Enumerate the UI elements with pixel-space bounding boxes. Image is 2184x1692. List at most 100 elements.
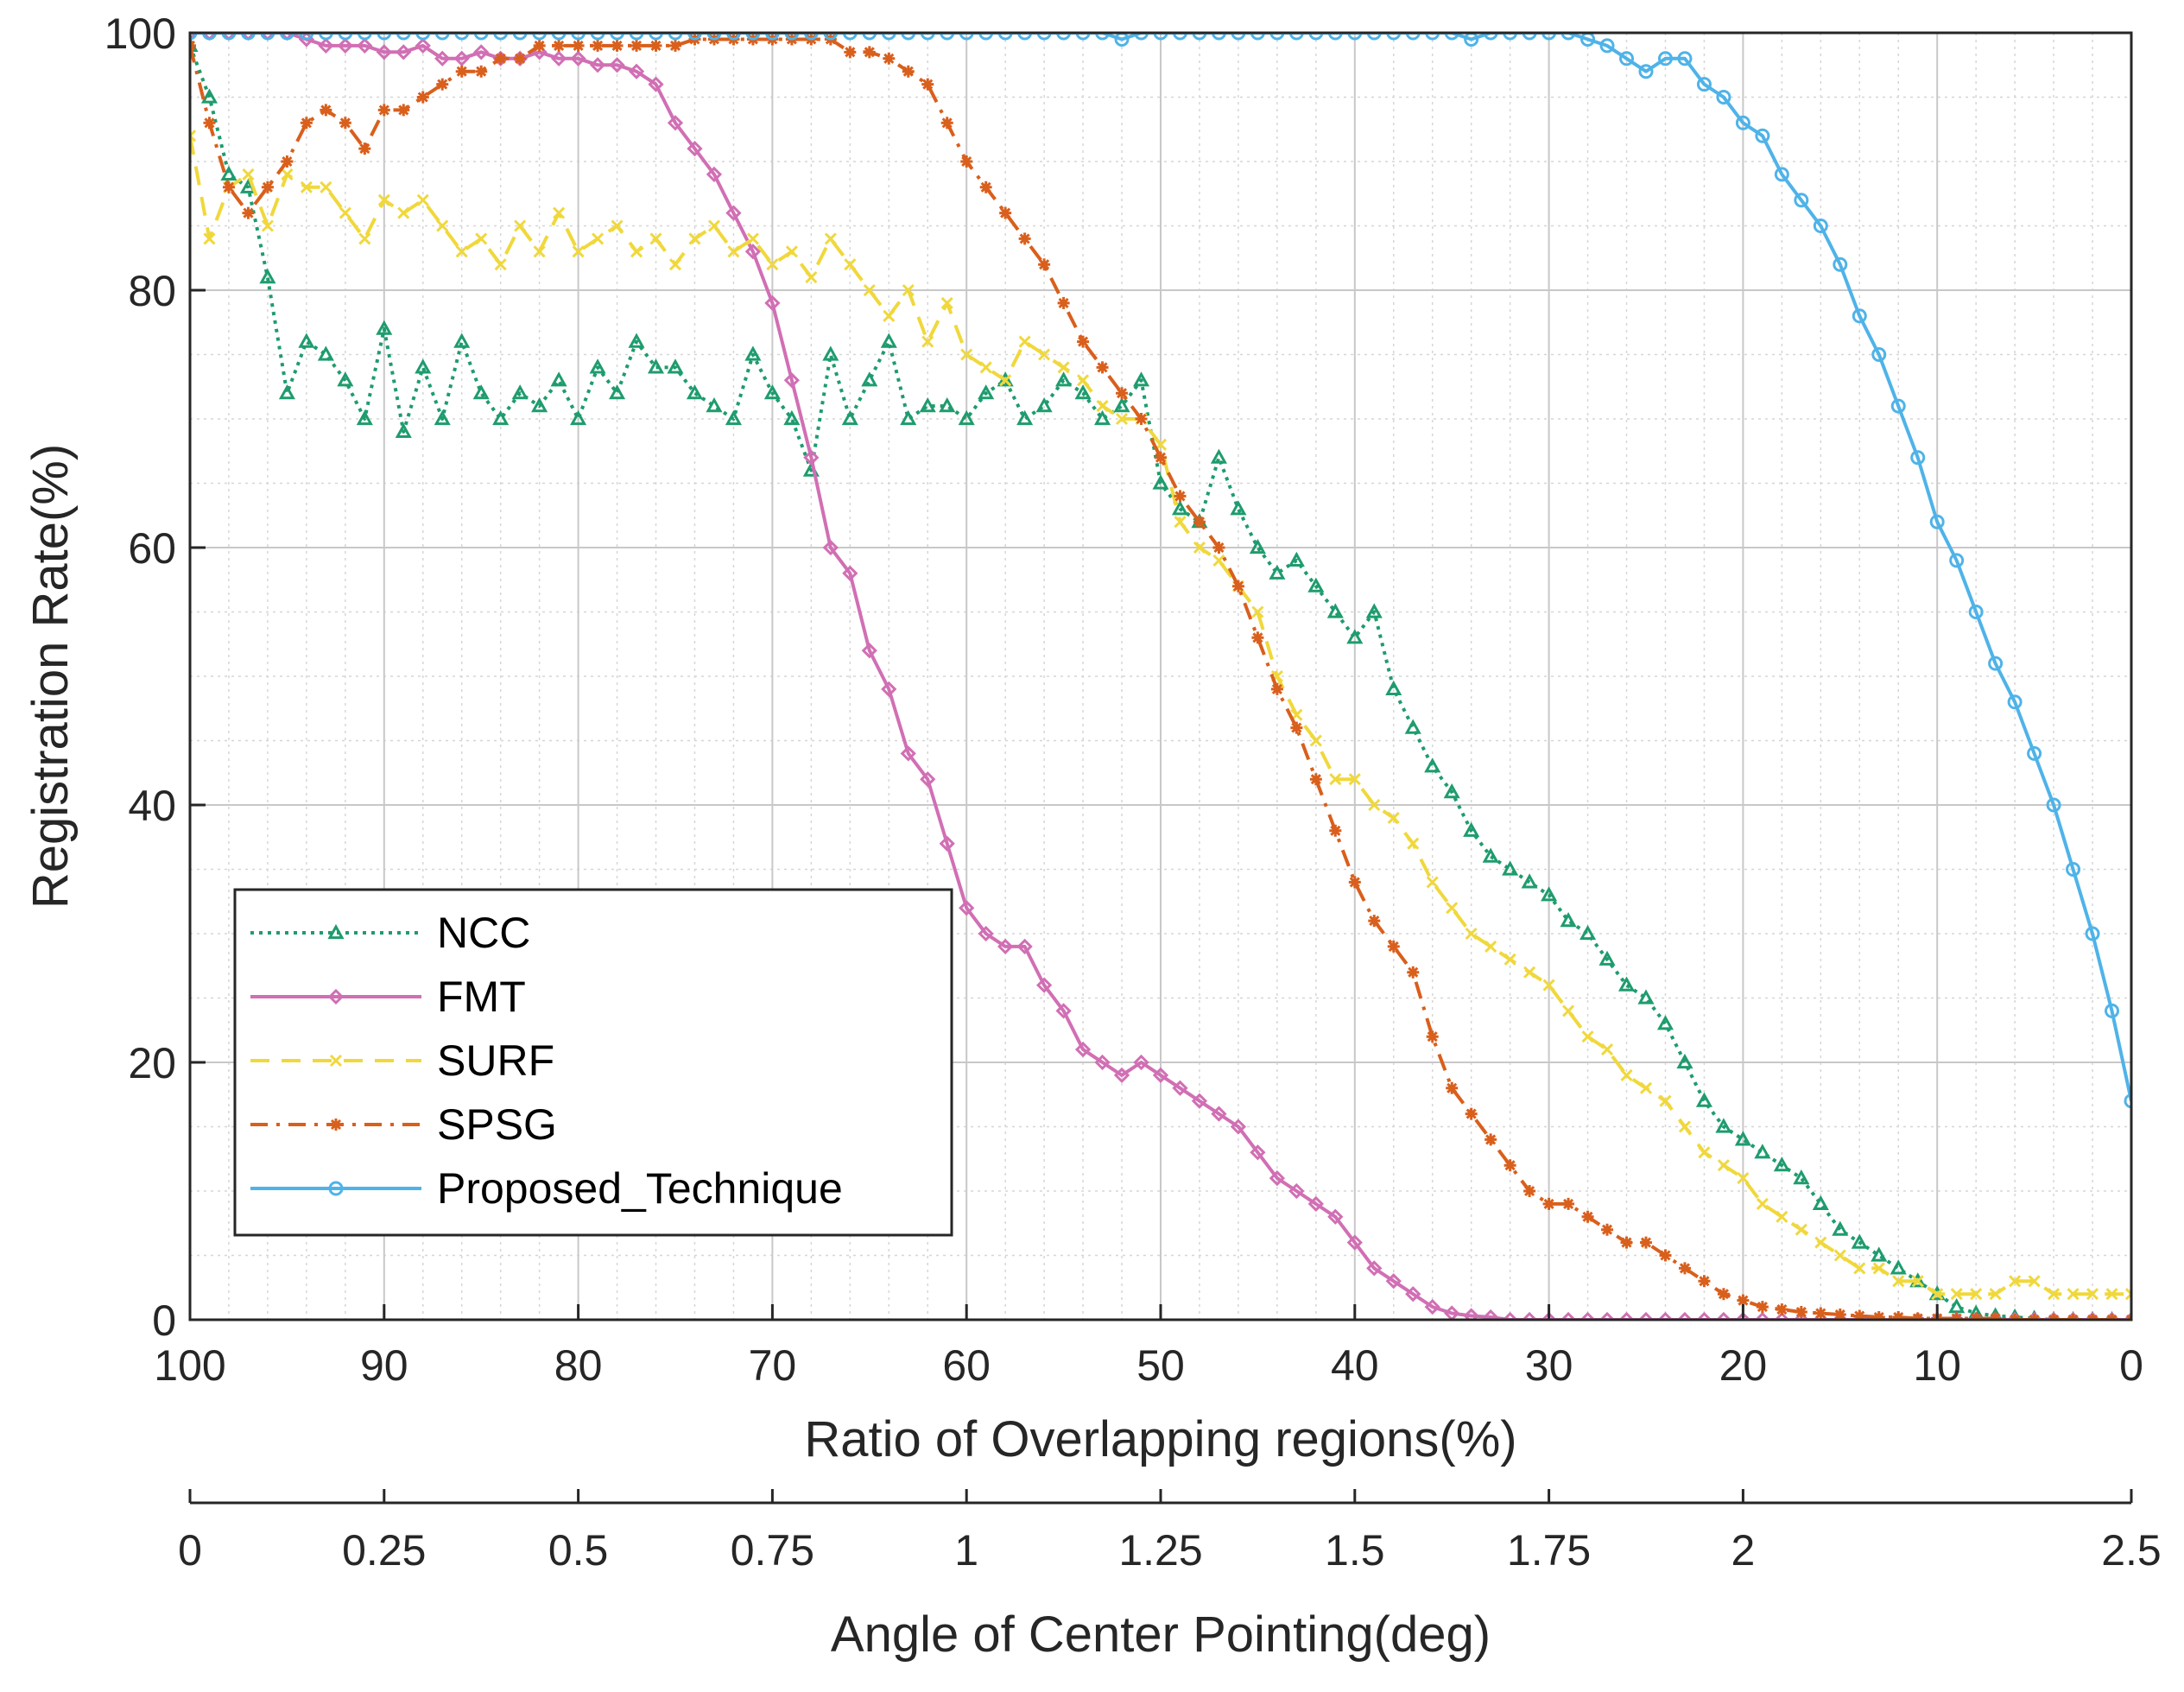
data-point-proposed-technique	[377, 33, 392, 41]
data-point-fmt	[2006, 1311, 2023, 1320]
data-point-ncc	[395, 422, 412, 438]
data-point-proposed-technique	[649, 33, 664, 41]
data-point-surf	[1523, 966, 1536, 979]
data-point-surf	[902, 283, 915, 297]
data-point-ncc	[1482, 847, 1499, 863]
data-point-ncc	[1560, 912, 1577, 928]
data-point-proposed-technique	[493, 33, 509, 41]
data-point-spsg	[1407, 966, 1420, 979]
data-point-proposed-technique	[978, 33, 994, 41]
data-point-surf	[1212, 554, 1225, 567]
data-point-ncc	[1579, 924, 1597, 941]
data-point-ncc	[1288, 551, 1305, 567]
x-tick-label: 80	[554, 1341, 603, 1390]
data-point-proposed-technique	[1366, 33, 1382, 41]
data-point-surf	[533, 245, 546, 258]
data-point-proposed-technique	[1774, 167, 1789, 182]
data-point-spsg	[1795, 1306, 1807, 1319]
data-point-surf	[1426, 876, 1439, 889]
legend-label-proposed-technique: Proposed_Technique	[437, 1164, 843, 1213]
data-point-fmt	[920, 771, 936, 788]
data-point-fmt	[822, 539, 839, 556]
data-point-ncc	[356, 409, 373, 426]
data-point-spsg	[1581, 1210, 1594, 1223]
secondary-x-tick-label: 0.5	[548, 1526, 609, 1575]
data-point-spsg	[844, 46, 857, 59]
data-point-proposed-technique	[2085, 926, 2100, 941]
data-point-surf	[1833, 1249, 1846, 1262]
data-point-fmt	[648, 76, 664, 92]
data-point-spsg	[1446, 1081, 1459, 1094]
data-point-surf	[2048, 1288, 2061, 1301]
series-line-ncc	[190, 45, 2131, 1320]
data-point-proposed-technique	[1619, 51, 1635, 67]
data-point-fmt	[318, 37, 334, 54]
data-point-fmt	[861, 643, 877, 659]
data-point-proposed-technique	[2066, 862, 2081, 877]
data-point-spsg	[960, 155, 973, 168]
secondary-x-tick-label: 1.25	[1118, 1526, 1202, 1575]
data-point-proposed-technique	[1269, 33, 1285, 41]
data-point-fmt	[2065, 1311, 2081, 1320]
series-ncc	[190, 36, 2131, 1320]
data-point-surf	[766, 258, 779, 271]
data-point-fmt	[881, 681, 897, 698]
data-point-fmt	[1483, 1309, 1499, 1320]
data-point-surf	[1872, 1262, 1885, 1275]
data-point-surf	[960, 348, 973, 361]
data-point-surf	[1989, 1288, 2002, 1301]
data-point-ncc	[1443, 783, 1460, 799]
data-point-spsg	[649, 39, 662, 52]
data-point-proposed-technique	[299, 33, 314, 41]
data-point-spsg	[203, 117, 216, 130]
data-point-ncc	[978, 384, 995, 400]
data-point-ncc	[919, 397, 936, 413]
data-point-surf	[1038, 348, 1051, 361]
data-point-ncc	[1695, 1092, 1712, 1107]
data-point-fmt	[1598, 1311, 1616, 1320]
data-point-proposed-technique	[1250, 33, 1265, 41]
data-point-ncc	[1055, 371, 1073, 387]
data-point-ncc	[647, 358, 665, 374]
data-point-spsg	[611, 39, 624, 52]
data-point-spsg	[1309, 773, 1322, 786]
data-point-surf	[203, 232, 216, 245]
data-point-spsg	[669, 39, 681, 52]
data-point-fmt	[1269, 1169, 1286, 1187]
x-tick-label: 0	[2119, 1341, 2143, 1390]
data-point-spsg	[1212, 542, 1225, 554]
data-point-ncc	[1132, 371, 1150, 387]
data-point-surf	[1639, 1081, 1653, 1094]
data-point-fmt	[1307, 1195, 1324, 1213]
data-point-fmt	[1250, 1144, 1266, 1161]
data-point-ncc	[1948, 1298, 1966, 1314]
data-point-ncc	[1171, 500, 1189, 516]
data-point-surf	[1853, 1262, 1866, 1275]
data-point-proposed-technique	[2046, 797, 2061, 813]
data-point-fmt	[1463, 1308, 1479, 1320]
data-point-surf	[514, 219, 527, 232]
data-point-spsg	[1057, 296, 1070, 309]
data-point-proposed-technique	[959, 33, 974, 41]
data-point-spsg	[533, 39, 546, 52]
data-point-fmt	[1172, 1080, 1188, 1096]
data-point-fmt	[1696, 1311, 1712, 1320]
data-point-ncc	[1230, 500, 1247, 516]
data-point-surf	[1115, 412, 1129, 426]
data-point-surf	[1096, 400, 1109, 413]
data-point-fmt	[783, 372, 801, 389]
data-point-spsg	[1368, 915, 1381, 928]
secondary-x-axis-label: Angle of Center Pointing(deg)	[831, 1606, 1491, 1663]
data-point-spsg	[592, 39, 605, 52]
data-point-surf	[592, 232, 605, 245]
data-point-surf	[1950, 1288, 1963, 1301]
data-point-proposed-technique	[1910, 450, 1926, 466]
data-point-proposed-technique	[279, 33, 294, 41]
legend-item-spsg: SPSG	[250, 1100, 557, 1149]
data-point-proposed-technique	[842, 33, 858, 41]
data-point-fmt	[1191, 1093, 1208, 1109]
data-point-proposed-technique	[1172, 33, 1187, 41]
data-point-spsg	[1892, 1311, 1905, 1320]
data-point-fmt	[803, 449, 820, 466]
